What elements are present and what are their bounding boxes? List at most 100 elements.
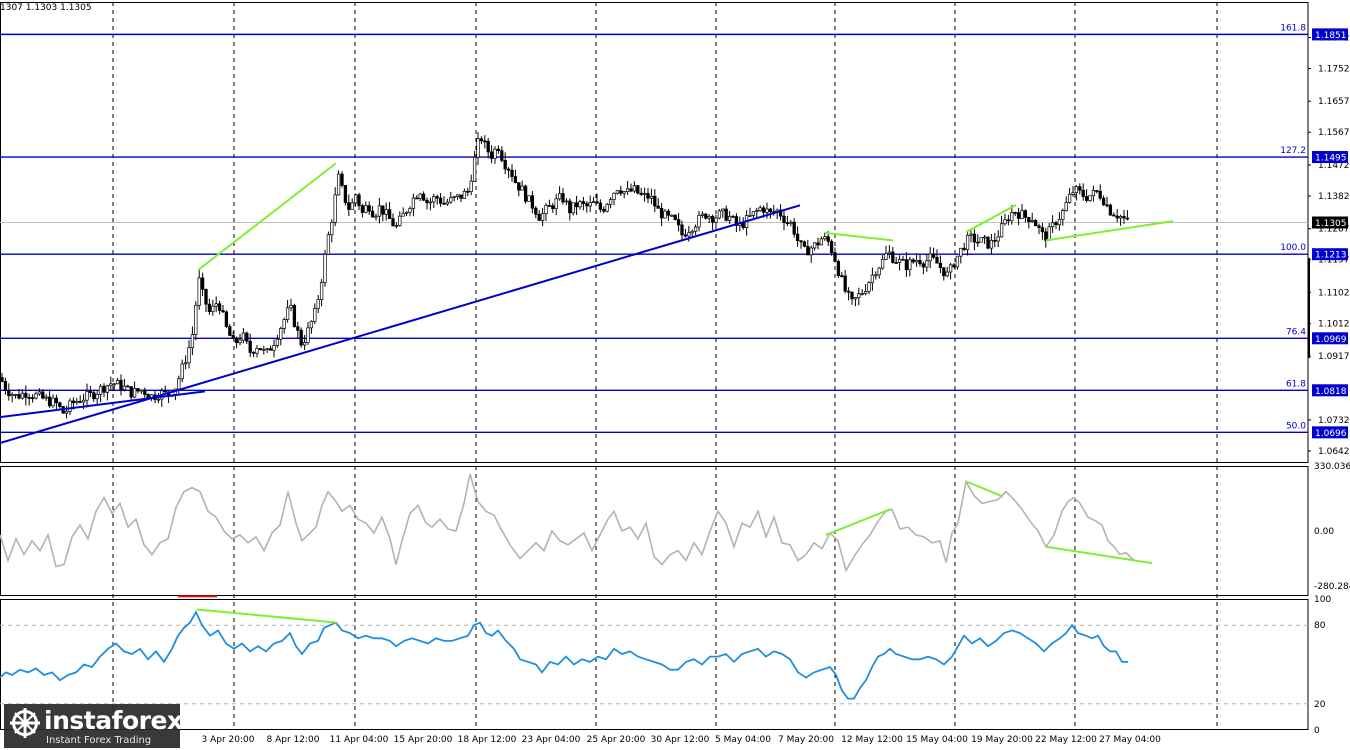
candle-body	[1098, 190, 1102, 199]
candle-body	[302, 342, 307, 346]
candle-body	[863, 290, 868, 294]
candle-body	[1112, 214, 1116, 217]
candle-body	[598, 202, 603, 210]
candle-body	[421, 193, 426, 201]
candle-body	[1040, 227, 1045, 233]
candle-body	[217, 303, 222, 311]
candle-body	[364, 205, 368, 213]
candle-body	[7, 390, 11, 397]
candle-body	[952, 264, 956, 268]
candle-body	[1115, 215, 1119, 219]
candle-body	[663, 210, 667, 219]
fibonacci-price-tag	[1312, 151, 1348, 164]
candle-body	[452, 196, 456, 199]
candle-body	[194, 304, 198, 335]
rsi-series-line	[0, 610, 1128, 700]
candle-body	[1003, 219, 1007, 225]
candle-body	[285, 307, 290, 320]
candle-body	[428, 201, 433, 204]
candle-body	[258, 348, 263, 351]
candle-body	[578, 201, 582, 208]
candle-body	[330, 221, 334, 236]
candle-body	[81, 399, 86, 403]
candle-body	[41, 391, 45, 399]
candle-body	[377, 205, 382, 217]
candle-body	[911, 259, 915, 263]
candle-body	[857, 293, 861, 299]
rsi-y-tick-label: 20	[1314, 700, 1326, 710]
candle-body	[381, 205, 385, 215]
candle-body	[527, 195, 531, 202]
candle-body	[683, 234, 688, 237]
candle-body	[241, 332, 246, 341]
candle-body	[1027, 217, 1031, 223]
candle-body	[503, 160, 507, 170]
candle-body	[483, 140, 487, 143]
candle-body	[200, 277, 205, 290]
candle-body	[275, 338, 280, 346]
candle-body	[282, 319, 286, 329]
candle-body	[387, 209, 392, 219]
candle-body	[874, 274, 878, 277]
candle-body	[496, 148, 501, 151]
rsi-y-tick-label: 0	[1314, 726, 1320, 736]
candle-body	[530, 195, 535, 209]
x-tick-label: 15 May 04:00	[906, 735, 968, 745]
candle-body	[139, 389, 144, 392]
x-tick-label: 19 May 20:00	[971, 735, 1033, 745]
candle-body	[972, 233, 977, 243]
candle-body	[411, 197, 416, 209]
current-price-tag	[1312, 216, 1348, 229]
y-tick-label: 1.0732	[1318, 416, 1350, 426]
candle-body	[27, 397, 31, 399]
candle-body	[792, 221, 796, 235]
candle-body	[884, 253, 888, 260]
candle-body	[819, 238, 824, 246]
candle-body	[666, 210, 671, 216]
candle-body	[105, 385, 110, 393]
candle-body	[44, 396, 48, 399]
rsi-y-tick-label: 100	[1314, 595, 1331, 605]
candle-body	[207, 303, 212, 313]
candle-body	[653, 195, 657, 207]
candle-body	[1091, 190, 1096, 197]
candle-body	[1084, 196, 1089, 201]
trend-line	[0, 390, 206, 419]
fibonacci-price-label: 1.0969	[1315, 335, 1347, 345]
candle-body	[3, 381, 8, 391]
candle-body	[98, 385, 103, 395]
y-tick-label: 1.1752	[1318, 64, 1350, 74]
candle-body	[891, 251, 895, 263]
candle-body	[908, 259, 912, 271]
candle-body	[347, 202, 351, 210]
candle-body	[394, 225, 399, 227]
candle-body	[47, 396, 52, 407]
candle-body	[982, 236, 987, 239]
candle-body	[510, 169, 514, 177]
candle-body	[642, 193, 647, 195]
candle-body	[58, 402, 62, 407]
candle-body	[901, 258, 905, 261]
candle-body	[904, 259, 909, 271]
candle-body	[707, 216, 711, 219]
fibonacci-price-tag	[1312, 384, 1348, 397]
cci-y-tick-label: 330.0361	[1314, 462, 1350, 472]
brand-logo: instaforex Instant Forex Trading	[4, 704, 183, 748]
candle-body	[568, 200, 572, 214]
candle-body	[1125, 217, 1130, 220]
candle-body	[309, 320, 314, 329]
candle-body	[214, 303, 218, 307]
candle-body	[476, 138, 480, 158]
candle-body	[262, 349, 266, 352]
candle-body	[979, 237, 983, 243]
candle-body	[588, 202, 592, 207]
candle-body	[425, 199, 429, 204]
candle-body	[1095, 190, 1099, 192]
candle-body	[180, 363, 184, 380]
candle-body	[85, 390, 89, 401]
candle-body	[931, 253, 936, 258]
candle-body	[676, 219, 681, 226]
price-divergence-line	[197, 162, 337, 271]
candle-body	[564, 200, 569, 203]
candle-body	[615, 190, 620, 194]
